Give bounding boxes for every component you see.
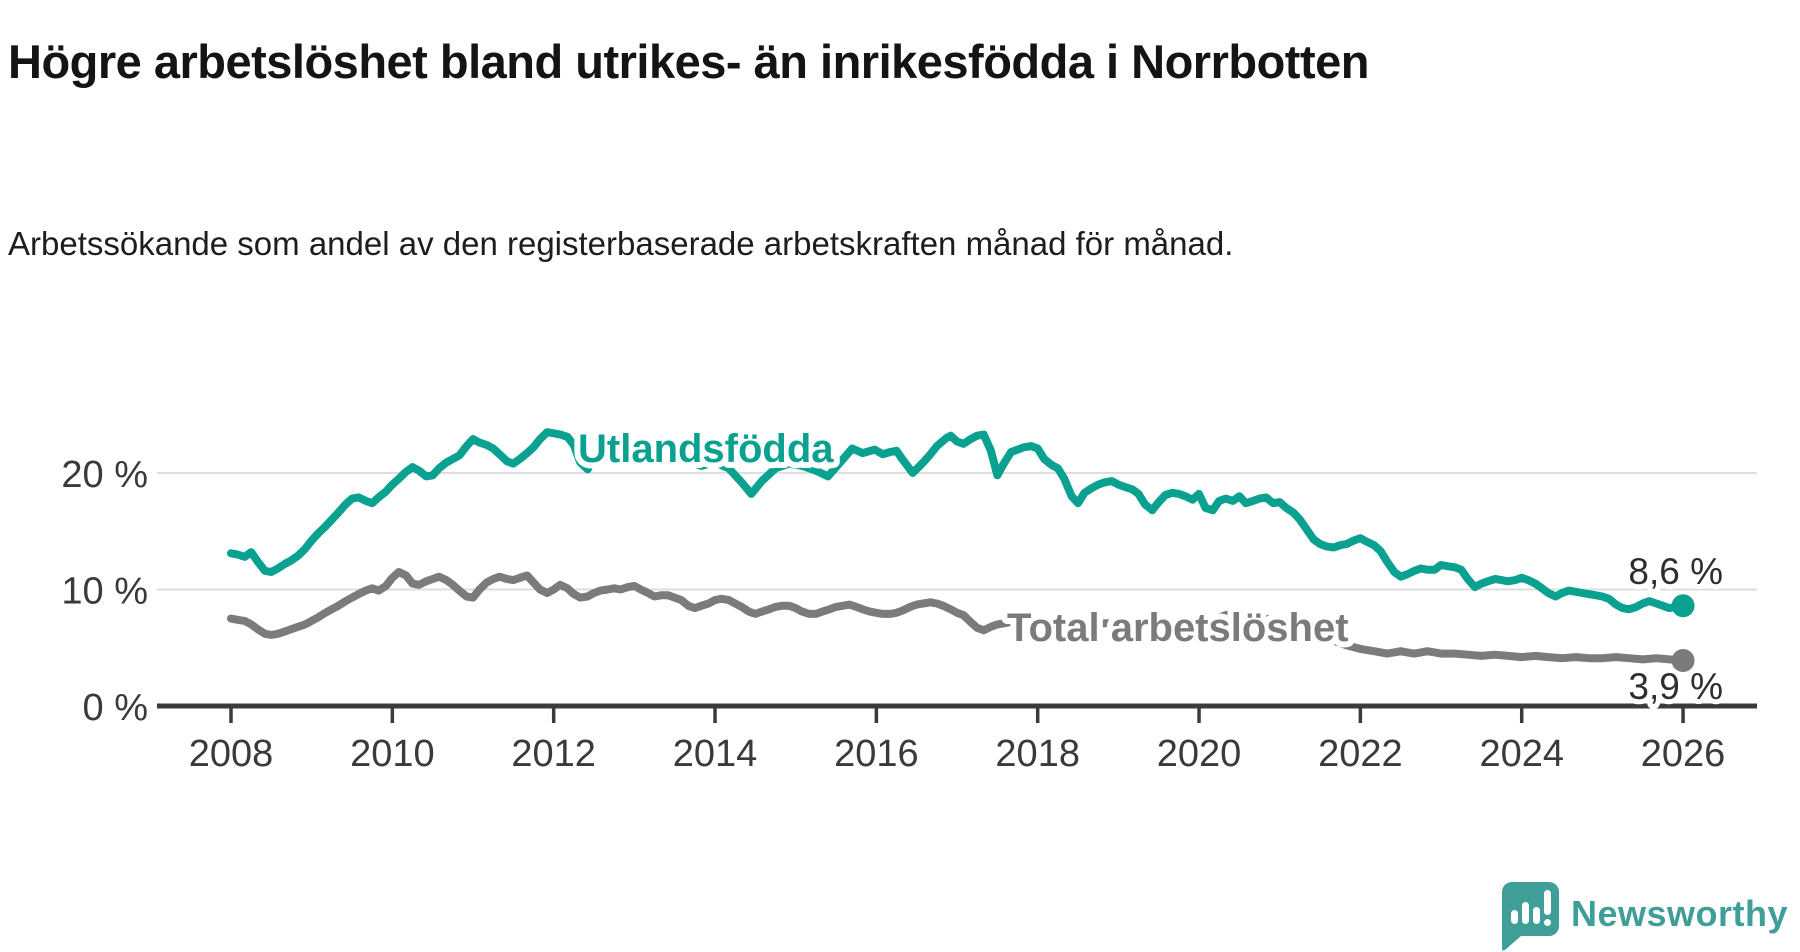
series-line-total bbox=[227, 568, 1688, 665]
y-tick-label: 20 % bbox=[61, 454, 148, 496]
newsworthy-logo-icon bbox=[1501, 881, 1559, 951]
series-end-dot-utlandsfodda bbox=[1671, 594, 1695, 618]
chart-subtitle: Arbetssökande som andel av den registerb… bbox=[8, 225, 1234, 262]
x-tick-label: 2026 bbox=[1641, 733, 1726, 775]
x-axis bbox=[157, 703, 1757, 723]
x-tick-label: 2024 bbox=[1479, 733, 1564, 775]
series-label-utlandsfodda: Utlandsfödda bbox=[578, 427, 834, 471]
x-tick-label: 2014 bbox=[673, 733, 758, 775]
x-tick-label: 2010 bbox=[350, 733, 435, 775]
x-axis-labels: 2008 2010 2012 2014 2016 2018 2020 2022 2024 2026 bbox=[189, 733, 1726, 775]
series-end-dot-total bbox=[1671, 649, 1695, 673]
x-tick-label: 2008 bbox=[189, 733, 274, 775]
series-line-utlandsfodda bbox=[227, 428, 1688, 614]
end-value-label-utlandsfodda: 8,6 % bbox=[1628, 551, 1723, 592]
series-lines bbox=[227, 428, 1688, 665]
x-tick-label: 2016 bbox=[834, 733, 919, 775]
newsworthy-logo: Newsworthy bbox=[1499, 876, 1788, 952]
x-tick-label: 2020 bbox=[1157, 733, 1242, 775]
x-tick-label: 2022 bbox=[1318, 733, 1403, 775]
y-tick-label: 10 % bbox=[61, 570, 148, 612]
x-tick-label: 2018 bbox=[995, 733, 1080, 775]
newsworthy-logo-text: Newsworthy bbox=[1570, 893, 1788, 934]
series-labels: Utlandsfödda Total arbetslöshet bbox=[572, 421, 1355, 656]
series-end-dots bbox=[1671, 594, 1695, 673]
x-tick-label: 2012 bbox=[511, 733, 596, 775]
end-value-labels: 8,6 % 3,9 % bbox=[1623, 546, 1728, 712]
end-value-label-total: 3,9 % bbox=[1628, 666, 1723, 707]
page-title: Högre arbetslöshet bland utrikes- än inr… bbox=[8, 35, 1369, 89]
series-label-total: Total arbetslöshet bbox=[1007, 606, 1349, 650]
y-tick-label: 0 % bbox=[83, 687, 148, 729]
y-axis-labels: 0 % 10 % 20 % bbox=[61, 454, 148, 729]
